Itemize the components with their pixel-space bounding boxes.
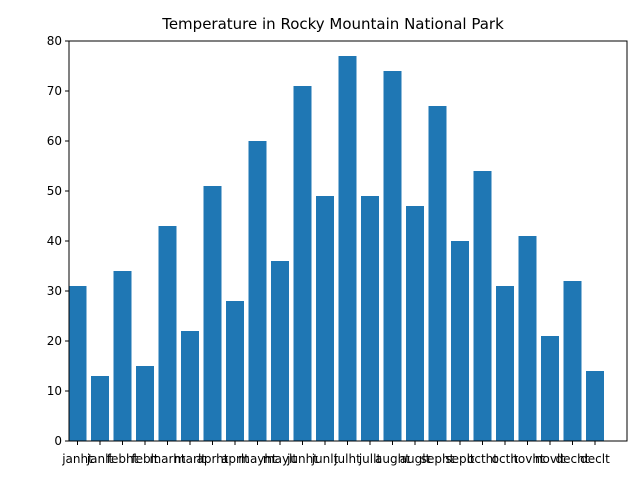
bar-aprlo: [226, 301, 244, 441]
bar-sephi: [428, 106, 447, 441]
x-tick-label: aprlt: [221, 452, 249, 466]
x-tick-label: junht: [286, 452, 318, 466]
x-tick-label: janht: [61, 452, 93, 466]
x-tick-label: julht: [333, 452, 361, 466]
y-tick-label: 30: [47, 284, 62, 298]
bar-novlo: [541, 336, 559, 441]
y-tick-label: 70: [47, 84, 62, 98]
bar-mayhi: [248, 141, 267, 441]
x-tick-label: marht: [149, 452, 185, 466]
bar-junlo: [316, 196, 334, 441]
x-tick-label: sepht: [421, 452, 455, 466]
bar-junhi: [293, 86, 312, 441]
x-tick-label: octlt: [492, 452, 519, 466]
y-tick-label: 50: [47, 184, 62, 198]
bar-janhi: [68, 286, 87, 441]
y-tick-label: 20: [47, 334, 62, 348]
x-tick-label: declt: [580, 452, 610, 466]
x-tick-label: janlt: [86, 452, 114, 466]
x-tick-label: aprht: [196, 452, 228, 466]
x-tick-label: decht: [556, 452, 590, 466]
bar-maylo: [271, 261, 289, 441]
bar-seplo: [451, 241, 469, 441]
y-tick-label: 60: [47, 134, 62, 148]
x-tick-label: novht: [510, 452, 545, 466]
bar-novhi: [518, 236, 537, 441]
bar-octlo: [496, 286, 514, 441]
bar-auglo: [406, 206, 424, 441]
x-tick-label: auglt: [400, 452, 431, 466]
x-tick-label: feblt: [131, 452, 159, 466]
bar-aughi: [383, 71, 402, 441]
y-tick-label: 40: [47, 234, 62, 248]
chart-title: Temperature in Rocky Mountain National P…: [161, 15, 504, 33]
x-tick-label: junlt: [311, 452, 339, 466]
x-axis: janhtjanltfebhtfebltmarhtmarltaprhtaprlt…: [61, 441, 610, 466]
x-tick-label: maylt: [263, 452, 297, 466]
bar-feblo: [136, 366, 154, 441]
bars-group: [68, 56, 604, 441]
bar-declo: [586, 371, 604, 441]
y-tick-label: 80: [47, 34, 62, 48]
bar-janlo: [91, 376, 109, 441]
bar-octhi: [473, 171, 492, 441]
bar-aprhi: [203, 186, 222, 441]
x-tick-label: aught: [375, 452, 410, 466]
y-axis: 0 10 20 30 40 50 60 70 80: [47, 34, 69, 448]
x-tick-label: febht: [107, 452, 139, 466]
x-tick-label: seplt: [445, 452, 475, 466]
bar-febhi: [113, 271, 132, 441]
x-tick-label: novlt: [535, 452, 565, 466]
y-tick-label: 0: [54, 434, 62, 448]
bar-dechi: [563, 281, 582, 441]
x-tick-label: octht: [467, 452, 498, 466]
bar-julhi: [338, 56, 357, 441]
plot-frame: [68, 40, 628, 442]
bar-marlo: [181, 331, 199, 441]
x-tick-label: marlt: [174, 452, 206, 466]
y-tick-label: 10: [47, 384, 62, 398]
bar-marhi: [158, 226, 177, 441]
bar-jullo: [361, 196, 379, 441]
x-tick-label: jullt: [358, 452, 382, 466]
x-tick-label: mayht: [238, 452, 277, 466]
